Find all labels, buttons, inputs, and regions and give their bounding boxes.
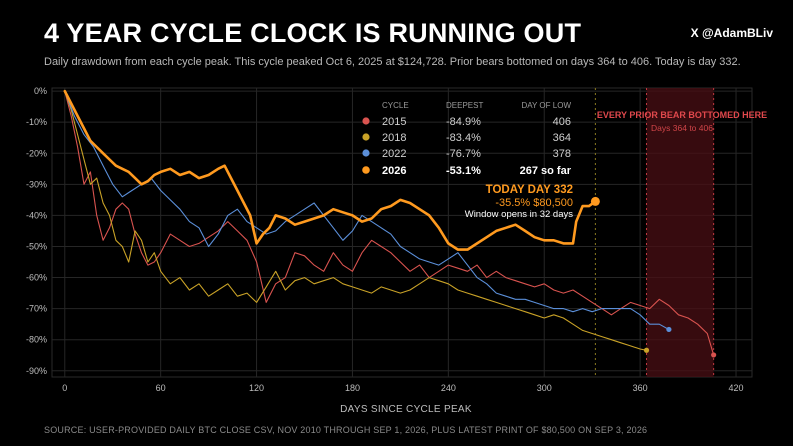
- plot-frame: [51, 87, 753, 378]
- legend-day-2022: 378: [553, 148, 571, 160]
- legend-table: CYCLE DEEPEST DAY OF LOW 2015 -84.9% 406…: [362, 101, 572, 177]
- legend-day-2026: 267 so far: [520, 165, 572, 177]
- x-tick-label: 180: [345, 383, 360, 393]
- legend-deepest-2015: -84.9%: [446, 116, 481, 128]
- legend-marker-2026: [362, 166, 370, 174]
- y-tick-label: -40%: [26, 210, 47, 220]
- y-tick-label: -90%: [26, 366, 47, 376]
- legend-header-deepest: DEEPEST: [446, 101, 483, 110]
- chart-subtitle: Daily drawdown from each cycle peak. Thi…: [44, 56, 741, 68]
- series-line-2015: [64, 90, 715, 356]
- series-line-2022: [64, 90, 670, 331]
- series-end-point-2018: [643, 347, 650, 353]
- legend-cycle-2022: 2022: [382, 148, 406, 160]
- window-note: Window opens in 32 days: [465, 209, 574, 220]
- x-tick-label: 420: [729, 383, 744, 393]
- zone-subtitle: Days 364 to 406: [651, 123, 713, 133]
- series-end-point-2022: [666, 326, 672, 333]
- legend-marker-2022: [362, 149, 370, 157]
- y-tick-label: 0%: [34, 86, 47, 96]
- y-tick-label: -20%: [26, 148, 47, 158]
- x-tick-label: 120: [249, 383, 264, 393]
- legend-header-cycle: CYCLE: [382, 101, 409, 110]
- chart-title: 4 YEAR CYCLE CLOCK IS RUNNING OUT: [44, 18, 582, 48]
- series-end-point-2015: [711, 352, 717, 358]
- legend-marker-2015: [362, 117, 370, 125]
- y-tick-label: -10%: [26, 117, 47, 127]
- today-title: TODAY DAY 332: [486, 184, 573, 196]
- legend-cycle-2015: 2015: [382, 116, 406, 128]
- source-note: SOURCE: USER-PROVIDED DAILY BTC CLOSE CS…: [44, 425, 648, 435]
- legend-day-2015: 406: [553, 116, 571, 128]
- x-tick-label: 240: [441, 383, 456, 393]
- author-handle[interactable]: X @AdamBLiv: [690, 26, 773, 40]
- legend-cycle-2026: 2026: [382, 165, 406, 177]
- legend-day-2018: 364: [553, 132, 571, 144]
- x-tick-label: 300: [537, 383, 552, 393]
- today-values: -35.5% $80,500: [495, 197, 573, 209]
- series-line-2018: [64, 90, 648, 351]
- y-tick-label: -30%: [26, 179, 47, 189]
- x-tick-label: 0: [62, 383, 67, 393]
- legend-header-day: DAY OF LOW: [522, 101, 572, 110]
- y-tick-label: -70%: [26, 304, 47, 314]
- y-tick-label: -50%: [26, 241, 47, 251]
- legend-deepest-2018: -83.4%: [446, 132, 481, 144]
- series-end-point-2026: [590, 196, 600, 206]
- x-axis-label: DAYS SINCE CYCLE PEAK: [340, 404, 472, 415]
- x-tick-label: 60: [156, 383, 166, 393]
- y-tick-label: -80%: [26, 335, 47, 345]
- y-tick-label: -60%: [26, 273, 47, 283]
- legend-cycle-2018: 2018: [382, 132, 406, 144]
- zone-title: EVERY PRIOR BEAR BOTTOMED HERE: [597, 110, 767, 120]
- grid-layer: [51, 87, 753, 378]
- series-line-2026: [63, 89, 597, 251]
- legend-marker-2018: [362, 133, 370, 141]
- legend-deepest-2022: -76.7%: [446, 148, 481, 160]
- axis-layer: 0% -10% -20% -30% -40% -50% -60% -70% -80% -90% 0 6…: [26, 86, 744, 393]
- x-tick-label: 360: [633, 383, 648, 393]
- legend-deepest-2026: -53.1%: [446, 165, 481, 177]
- series-layer: [63, 89, 715, 356]
- endpoint-layer: [590, 196, 717, 358]
